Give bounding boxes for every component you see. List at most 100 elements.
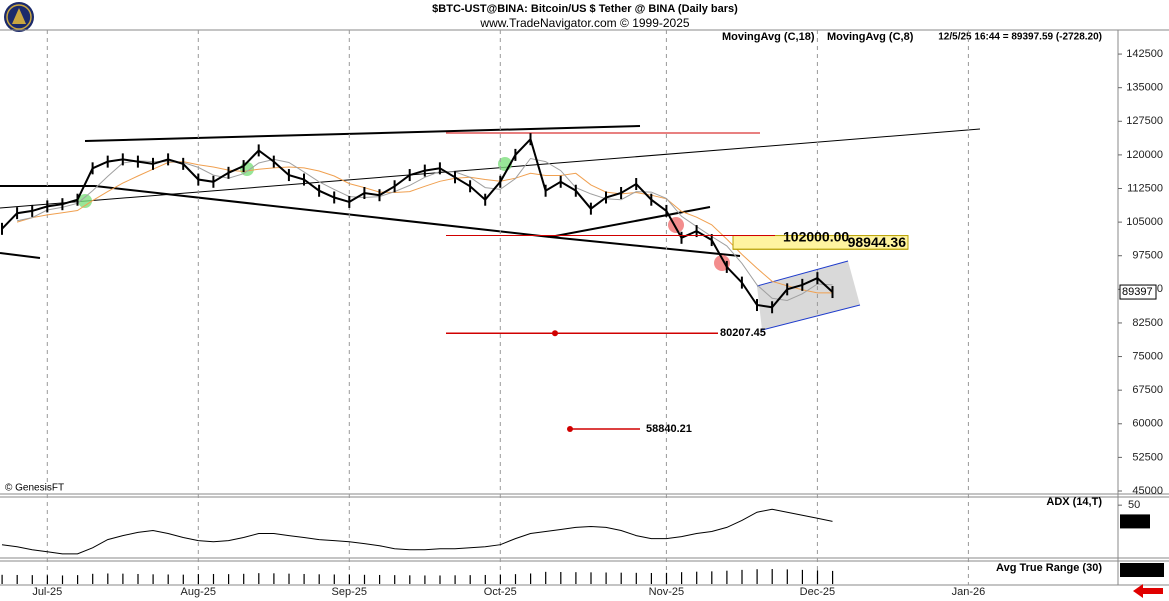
y-tick-label: 67500 xyxy=(1132,384,1163,396)
atr-bar xyxy=(816,570,819,584)
atr-bar xyxy=(665,572,668,584)
chart-title: $BTC-UST@BINA: Bitcoin/US $ Tether @ BIN… xyxy=(432,3,738,15)
atr-bar xyxy=(363,574,366,584)
atr-bar xyxy=(635,572,637,584)
atr-bar xyxy=(394,575,396,584)
y-tick-label: 60000 xyxy=(1132,418,1163,430)
atr-bar xyxy=(137,573,139,584)
level-dot xyxy=(552,330,558,337)
atr-bar xyxy=(439,575,441,584)
atr-bar xyxy=(681,572,683,584)
atr-bar xyxy=(726,570,728,584)
legend-entry: MovingAvg (C,18) xyxy=(722,31,815,43)
atr-bar xyxy=(212,573,215,584)
atr-bar xyxy=(107,573,109,584)
atr-bar xyxy=(243,573,245,584)
atr-bar xyxy=(484,574,486,584)
atr-bar xyxy=(61,575,64,584)
atr-bar xyxy=(545,571,547,584)
atr-bar xyxy=(560,572,562,584)
y-tick-label: 105000 xyxy=(1126,216,1163,228)
y-tick-label: 82500 xyxy=(1132,317,1163,329)
atr-bar xyxy=(77,575,79,584)
chart-subtitle: www.TradeNavigator.com © 1999-2025 xyxy=(479,16,689,30)
x-tick-label: Sep-25 xyxy=(332,586,367,598)
atr-bar xyxy=(832,570,834,584)
x-tick-label: Jan-26 xyxy=(952,586,986,598)
last-tag-label: 3986.42 xyxy=(1122,564,1162,576)
atr-bar xyxy=(46,575,48,584)
x-tick-label: Nov-25 xyxy=(649,586,684,598)
atr-bar xyxy=(424,575,426,584)
x-tick-label: Oct-25 xyxy=(484,586,517,598)
atr-bar xyxy=(575,572,577,584)
atr-bar xyxy=(182,574,184,584)
y-tick-label: 120000 xyxy=(1126,149,1163,161)
atr-bar xyxy=(530,573,532,584)
atr-bar xyxy=(288,573,290,584)
atr-bar xyxy=(303,573,305,584)
atr-bar xyxy=(590,572,592,584)
atr-bar xyxy=(786,569,788,584)
y-tick-label: 75000 xyxy=(1132,350,1163,362)
atr-bar xyxy=(756,569,758,584)
adx-line xyxy=(1,508,833,555)
last-tag xyxy=(1119,284,1157,300)
level-label: 102000.00 xyxy=(783,228,849,244)
frame xyxy=(0,29,1169,586)
nav-arrow[interactable] xyxy=(1133,584,1163,598)
atr-bar xyxy=(152,574,154,584)
legend-entry: MovingAvg (C,8) xyxy=(827,31,914,43)
atr-bar xyxy=(348,574,350,584)
y-tick-label: 135000 xyxy=(1126,82,1163,94)
panel-title: Avg True Range (30) xyxy=(996,562,1102,574)
panel-title: ADX (14,T) xyxy=(1046,496,1102,508)
level-dot xyxy=(567,425,573,432)
level-label: 80207.45 xyxy=(720,327,766,339)
x-tick-label: Dec-25 xyxy=(800,586,835,598)
level-label: 98944.36 xyxy=(848,234,907,250)
atr-bar xyxy=(1,574,3,584)
last-tag-label: 89397 xyxy=(1122,286,1153,298)
atr-bar xyxy=(333,574,335,584)
atr-bar xyxy=(197,574,199,584)
atr-bar xyxy=(514,574,517,584)
atr-bar xyxy=(620,572,622,584)
y-tick-label: 97500 xyxy=(1132,250,1163,262)
atr-bar xyxy=(650,572,652,584)
y-tick-label: 142500 xyxy=(1126,48,1163,60)
last-info: 12/5/25 16:44 = 89397.59 (-2728.20) xyxy=(938,32,1102,43)
atr-bar xyxy=(696,571,698,584)
atr-bar xyxy=(741,569,743,584)
atr-bar xyxy=(31,575,33,584)
y-tick-label: 45000 xyxy=(1132,485,1163,497)
atr-bar xyxy=(92,573,94,584)
atr-bar xyxy=(273,573,275,584)
atr-bar xyxy=(122,573,124,584)
atr-bar xyxy=(318,574,320,584)
y-tick-label: 112500 xyxy=(1127,182,1163,194)
atr-bar xyxy=(499,574,501,584)
atr-bar xyxy=(771,569,773,584)
atr-bar xyxy=(605,572,607,584)
last-tag xyxy=(1120,563,1164,577)
price-line xyxy=(1,137,834,309)
x-tick-label: Aug-25 xyxy=(181,586,216,598)
atr-bar xyxy=(801,569,803,584)
atr-bar xyxy=(711,571,713,584)
credit: © GenesisFT xyxy=(5,483,64,494)
last-tag-label: 36.65 xyxy=(1122,515,1150,527)
atr-bar xyxy=(454,575,456,584)
x-tick-label: Jul-25 xyxy=(32,586,62,598)
y-tick-label: 127500 xyxy=(1126,115,1163,127)
atr-bar xyxy=(16,574,18,584)
atr-bar xyxy=(379,574,381,584)
y-tick-label: 50 xyxy=(1128,499,1140,511)
atr-bar xyxy=(167,574,169,584)
atr-bar xyxy=(258,573,260,584)
logo xyxy=(4,2,34,32)
last-tag xyxy=(1120,514,1150,529)
level-label: 58840.21 xyxy=(646,423,692,435)
